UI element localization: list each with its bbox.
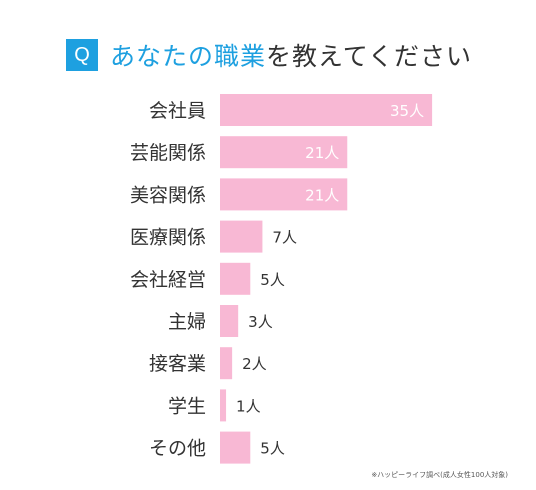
question-header: Q あなたの職業を教えてください	[66, 39, 472, 71]
value-label: 7人	[272, 229, 297, 247]
question-title-rest: を教えてください	[266, 42, 473, 71]
bar	[220, 389, 227, 422]
value-label: 5人	[260, 271, 285, 289]
value-label: 2人	[242, 355, 267, 373]
q-badge: Q	[66, 39, 98, 71]
category-label: 会社経営	[130, 269, 206, 291]
bar	[220, 220, 263, 253]
bar	[220, 262, 251, 295]
bar	[220, 431, 251, 464]
bar	[220, 178, 348, 211]
question-title: あなたの職業を教えてください	[110, 37, 472, 73]
bar	[220, 347, 233, 380]
category-label: 主婦	[168, 311, 206, 333]
category-label: 会社員	[149, 100, 206, 122]
value-label: 21人	[305, 144, 339, 162]
value-label: 1人	[236, 397, 261, 415]
value-label: 35人	[390, 102, 424, 120]
category-label: 芸能関係	[130, 142, 206, 164]
category-label: 学生	[168, 395, 206, 417]
value-label: 21人	[305, 186, 339, 204]
bar	[220, 136, 348, 169]
value-label: 3人	[248, 313, 273, 331]
category-label: 美容関係	[130, 184, 206, 206]
bar	[220, 305, 239, 337]
category-label: 接客業	[149, 353, 206, 375]
question-title-highlight: あなたの職業	[110, 42, 267, 71]
category-label: 医療関係	[130, 227, 206, 249]
category-label: その他	[149, 438, 206, 460]
footnote: ※ハッピーライフ調べ(成人女性100人対象)	[371, 471, 508, 479]
value-label: 5人	[260, 440, 285, 458]
bar	[220, 94, 433, 126]
